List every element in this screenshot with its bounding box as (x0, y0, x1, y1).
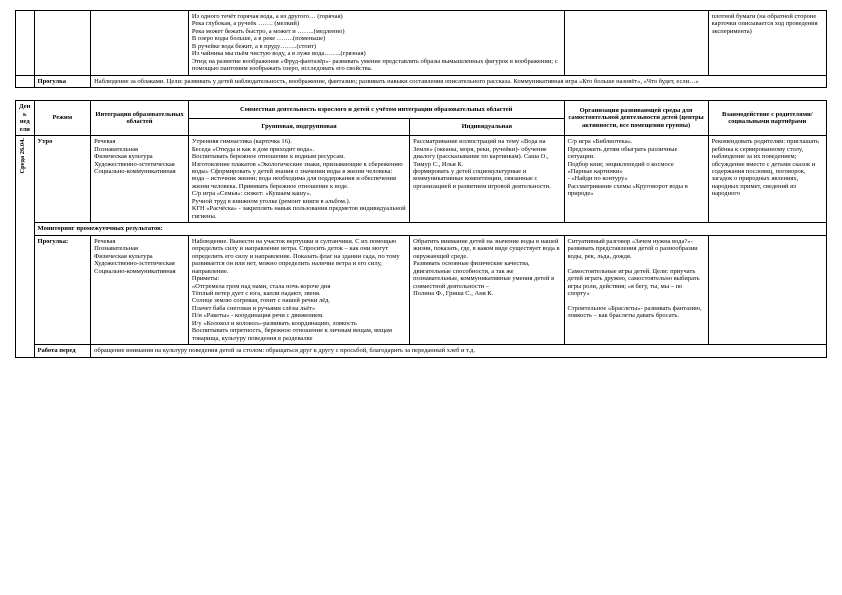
upper-walk-label: Прогулка (34, 75, 91, 87)
walk-regime: Прогулка: (34, 235, 91, 345)
row-monitor: Мониторинг промежуточных результатов: (16, 223, 827, 235)
day-label: Среда 26.04. (19, 138, 26, 174)
hdr-parents: Взаимодействие с родителями/ социальными… (708, 101, 826, 136)
schedule-table: День недели Режим Интеграция образовател… (15, 100, 827, 358)
row-before: Работа перед обращение внимания на культ… (16, 345, 827, 357)
walk-parents (708, 235, 826, 345)
upper-table: Из одного течёт горячая вода, а из друго… (15, 10, 827, 88)
upper-empty-5 (16, 75, 35, 87)
upper-empty-3 (91, 11, 189, 76)
hdr-regime: Режим (34, 101, 91, 136)
hdr-env: Организация развивающей среды для самост… (564, 101, 708, 136)
walk-group: Наблюдение. Вынести на участок вертушки … (188, 235, 409, 345)
upper-paper-note: плотной бумаги (на обратной стороне карт… (708, 11, 826, 76)
morning-integration: Речевая Познавательная Физическая культу… (91, 136, 189, 223)
upper-empty-1 (16, 11, 35, 76)
monitor-label: Мониторинг промежуточных результатов: (34, 223, 826, 235)
hdr-joint: Совместная деятельность взрослого и дете… (188, 101, 564, 118)
hdr-group: Групповая, подгрупповая (188, 118, 409, 135)
upper-empty-4 (564, 11, 708, 76)
header-row-1: День недели Режим Интеграция образовател… (16, 101, 827, 118)
morning-group: Утренняя гимнастика (карточка 16). Бесед… (188, 136, 409, 223)
before-regime: Работа перед (34, 345, 91, 357)
morning-env: С/р игра «Библиотека». Предложить детям … (564, 136, 708, 223)
row-morning: Среда 26.04. Утро Речевая Познавательная… (16, 136, 827, 223)
hdr-integration: Интеграция образовательных областей (91, 101, 189, 136)
day-cell: Среда 26.04. (16, 136, 35, 358)
before-text: обращение внимания на культуру поведения… (91, 345, 827, 357)
upper-empty-2 (34, 11, 91, 76)
walk-integration: Речевая Познавательная Физическая культу… (91, 235, 189, 345)
hdr-individual: Индивидуальная (410, 118, 564, 135)
morning-individual: Рассматривание иллюстраций на тему «Вода… (410, 136, 564, 223)
upper-riddles: Из одного течёт горячая вода, а из друго… (188, 11, 564, 76)
hdr-day: День недели (16, 101, 35, 136)
row-walk: Прогулка: Речевая Познавательная Физичес… (16, 235, 827, 345)
walk-individual: Обратить внимание детей на значение воды… (410, 235, 564, 345)
walk-env: Ситуативный разговор «Зачем нужна вода?»… (564, 235, 708, 345)
upper-walk-text: Наблюдение за облаками. Цели: развивать … (91, 75, 827, 87)
morning-parents: Рекомендовать родителям: приглашать ребё… (708, 136, 826, 223)
morning-regime: Утро (34, 136, 91, 223)
